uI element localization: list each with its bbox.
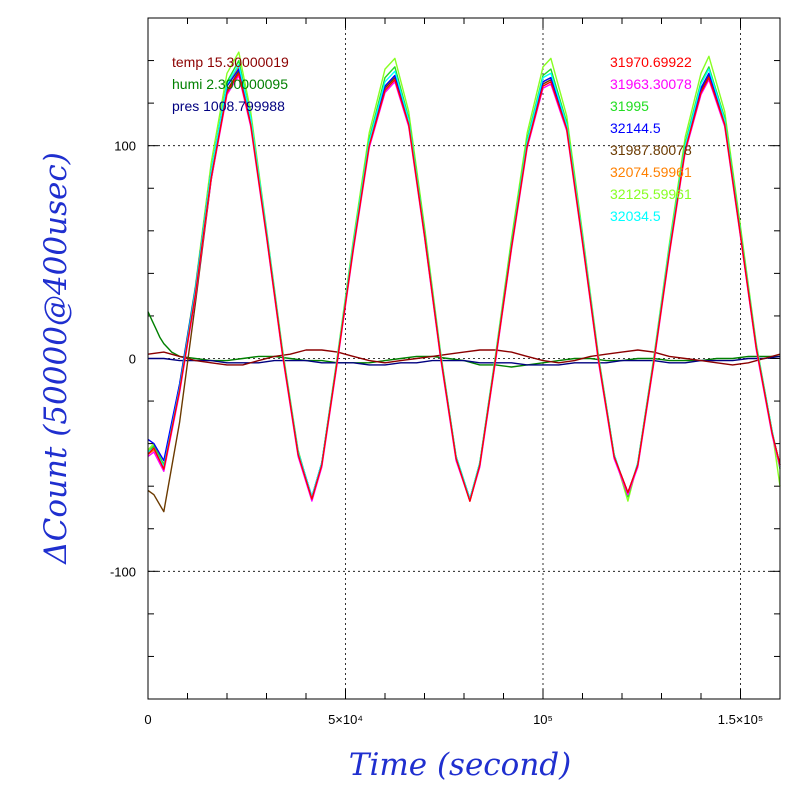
x-axis-title: Time (second)	[349, 747, 571, 783]
legend-entry: 32074.59961	[610, 164, 692, 180]
plot-frame	[147, 17, 781, 700]
legend-entry: 31995	[610, 98, 649, 114]
x-tick-label: 10⁵	[533, 712, 553, 727]
series-line	[148, 355, 781, 366]
series-line	[147, 349, 781, 366]
y-tick-label: -100	[110, 564, 136, 579]
y-tick-label: 0	[129, 352, 136, 367]
x-tick-label: 5×10⁴	[328, 712, 363, 727]
legend-entry: pres 1008.799988	[172, 98, 285, 114]
series-lines	[147, 51, 781, 513]
legend-entry: 32125.59961	[610, 186, 692, 202]
legend-entry: 32034.5	[610, 208, 661, 224]
tick-labels: 0 5×10⁴ 10⁵ 1.5×10⁵ 100 0 -100	[110, 139, 763, 727]
legend: temp 15.30000019 humi 2.300000095 pres 100…	[172, 54, 692, 224]
series-line	[147, 59, 781, 500]
legend-entry: 31987.80078	[610, 142, 692, 158]
series-line	[147, 68, 781, 500]
series-line	[147, 64, 781, 500]
legend-entry: humi 2.300000095	[172, 76, 288, 92]
legend-entry: 32144.5	[610, 120, 661, 136]
series-line	[147, 66, 781, 502]
series-line	[147, 51, 781, 502]
y-tick-label: 100	[114, 139, 136, 154]
y-axis-title: ΔCount (50000@400usec)	[38, 152, 74, 565]
legend-entry: temp 15.30000019	[172, 54, 289, 70]
x-tick-label: 0	[144, 712, 151, 727]
legend-entry: 31963.30078	[610, 76, 692, 92]
series-line	[147, 72, 781, 502]
x-tick-label: 1.5×10⁵	[718, 712, 764, 727]
minor-ticks	[148, 18, 780, 699]
legend-entry: 31970.69922	[610, 54, 692, 70]
